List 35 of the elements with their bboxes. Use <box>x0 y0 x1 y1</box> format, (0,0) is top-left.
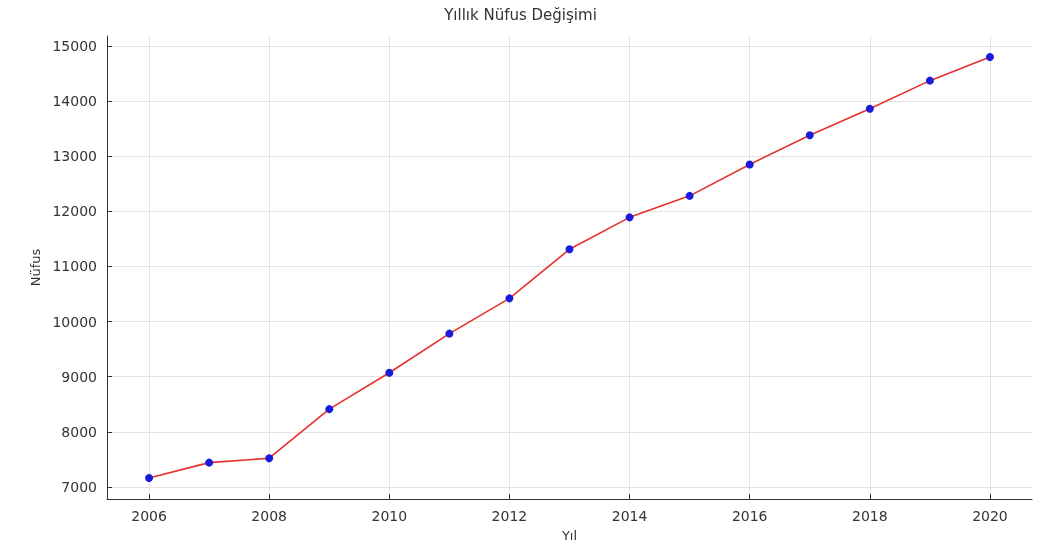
x-tick-label: 2006 <box>131 508 167 524</box>
y-tick-label: 12000 <box>52 203 97 220</box>
y-tick-label: 15000 <box>52 37 97 54</box>
chart-title: Yıllık Nüfus Değişimi <box>443 5 597 24</box>
point <box>265 454 274 463</box>
point <box>745 160 754 169</box>
y-tick-label: 7000 <box>61 478 97 495</box>
point <box>505 294 514 303</box>
point <box>625 213 634 222</box>
y-tick-label: 11000 <box>52 258 97 275</box>
x-tick-label: 2010 <box>371 508 408 524</box>
y-tick-label: 9000 <box>61 368 97 385</box>
point <box>685 191 694 200</box>
y-tick-label: 10000 <box>52 313 97 330</box>
point <box>565 245 574 254</box>
x-tick-label: 2020 <box>972 508 1008 524</box>
x-tick-label: 2018 <box>852 508 888 524</box>
point <box>325 405 334 414</box>
y-tick-label: 14000 <box>52 93 97 110</box>
y-axis-title: Nüfus <box>27 248 43 287</box>
x-tick-label: 2012 <box>491 508 528 524</box>
point <box>445 329 454 338</box>
point <box>145 474 154 483</box>
point <box>805 131 814 140</box>
x-tick-label: 2014 <box>611 508 648 524</box>
x-axis-title: Yıl <box>560 528 578 543</box>
y-tick-label: 13000 <box>52 148 97 165</box>
x-tick-label: 2008 <box>251 508 287 524</box>
point <box>925 76 934 85</box>
x-tick-label: 2016 <box>731 508 768 524</box>
point <box>985 52 994 61</box>
point <box>205 458 214 467</box>
y-tick-label: 8000 <box>61 423 97 440</box>
point <box>865 104 874 113</box>
point <box>385 368 394 377</box>
